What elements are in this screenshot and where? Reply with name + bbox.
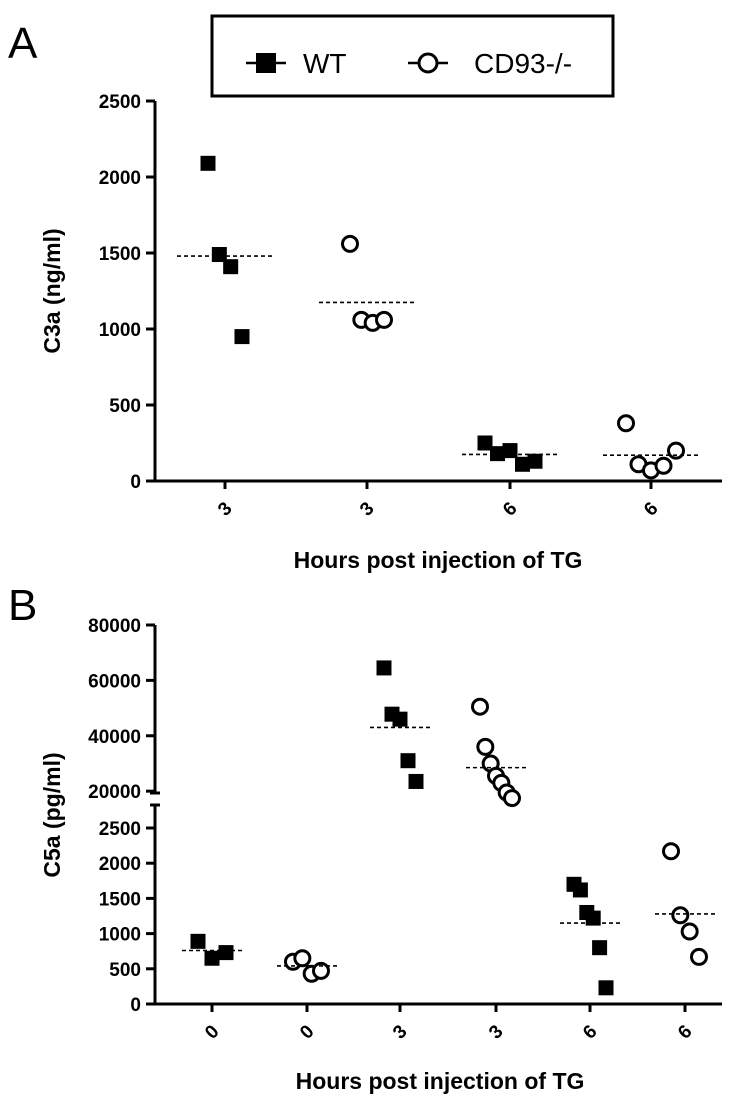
y-tick-label: 1000 [99, 320, 141, 341]
data-point [662, 842, 680, 861]
data-point [200, 155, 216, 171]
y-tick-label: 0 [130, 472, 141, 493]
x-tick-label: 0 [201, 1021, 223, 1043]
data-point [680, 922, 699, 941]
data-point [408, 773, 424, 789]
data-point [671, 906, 690, 925]
data-points-a [177, 155, 699, 480]
data-point [477, 435, 493, 451]
x-tick-label: 6 [499, 498, 521, 520]
x-tick-label: 3 [389, 1021, 411, 1043]
data-point [392, 711, 408, 727]
data-point [502, 443, 518, 459]
data-point [400, 753, 416, 769]
data-point [592, 940, 608, 956]
x-axis-label-b: Hours post injection of TG [296, 1068, 585, 1094]
data-point [617, 414, 635, 433]
data-points-b [182, 660, 715, 996]
data-point [667, 441, 685, 460]
y-axis-label-a: C3a (ng/ml) [39, 228, 65, 353]
legend-item-wt: WT [246, 48, 347, 79]
data-point [375, 310, 393, 329]
legend-label-cd93: CD93-/- [474, 48, 572, 79]
y-tick-label: 0 [130, 995, 141, 1016]
data-point [341, 234, 359, 253]
x-tick-label: 6 [640, 498, 662, 520]
data-point [527, 453, 543, 469]
data-point [293, 949, 312, 968]
y-axis-label-b: C5a (pg/ml) [39, 752, 65, 877]
x-tick-label: 0 [296, 1021, 318, 1043]
data-point [503, 789, 521, 808]
x-tick-label: 3 [485, 1021, 507, 1043]
x-tick-label: 6 [579, 1021, 601, 1043]
data-point [204, 950, 220, 966]
x-tick-label: 6 [674, 1021, 696, 1043]
y-tick-label: 1000 [99, 925, 141, 946]
legend-marker-filled-square [256, 53, 276, 73]
y-tick-label: 60000 [88, 671, 141, 692]
data-point [218, 945, 234, 961]
y-tick-label: 500 [109, 396, 141, 417]
y-tick-label: 2000 [99, 168, 141, 189]
data-point [515, 456, 530, 472]
chart-b: 0 500 1000 1500 2000 2500 20000 40000 60000 80000… [39, 616, 722, 1094]
y-tick-label: 20000 [88, 782, 141, 803]
data-point [376, 660, 392, 676]
y-tick-label: 80000 [88, 616, 141, 637]
data-point [471, 697, 489, 716]
legend-item-cd93: CD93-/- [408, 48, 572, 79]
x-axis-label-a: Hours post injection of TG [294, 547, 583, 573]
y-tick-label: 1500 [99, 244, 141, 265]
panel-letter-a: A [8, 19, 38, 68]
y-tick-label: 2500 [99, 819, 141, 840]
y-tick-label: 2500 [99, 92, 141, 113]
legend-marker-open-circle [417, 52, 439, 74]
data-point [690, 947, 708, 966]
data-point [585, 910, 601, 926]
x-ticks-a: 3 3 6 6 [214, 481, 663, 521]
data-point [598, 980, 614, 996]
data-point [211, 247, 227, 263]
data-point [476, 737, 495, 756]
x-ticks-b: 0 0 3 3 6 6 [201, 1004, 697, 1044]
y-tick-label: 40000 [88, 727, 141, 748]
legend-box [210, 14, 615, 98]
y-ticks-b: 0 500 1000 1500 2000 2500 20000 40000 60000 80000 [88, 616, 155, 1016]
data-point [312, 961, 330, 980]
data-point [572, 882, 588, 898]
y-tick-label: 1500 [99, 889, 141, 910]
data-point [190, 933, 206, 949]
chart-a: 0 500 1000 1500 2000 2500 3 3 6 6 C3a (ng/ml) Ho… [39, 92, 722, 573]
legend: WT CD93-/- [210, 14, 615, 98]
data-point [234, 329, 250, 345]
x-tick-label: 3 [214, 498, 236, 520]
y-tick-label: 2000 [99, 854, 141, 875]
data-point [654, 456, 673, 475]
y-ticks-a: 0 500 1000 1500 2000 2500 [99, 92, 155, 493]
y-tick-label: 500 [109, 960, 141, 981]
data-point [223, 259, 239, 275]
x-tick-label: 3 [356, 498, 378, 520]
legend-label-wt: WT [303, 48, 347, 79]
panel-letter-b: B [8, 581, 37, 630]
